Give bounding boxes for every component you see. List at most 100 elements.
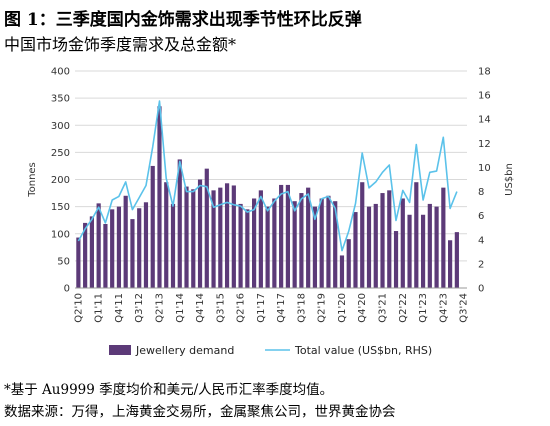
bar: [76, 237, 81, 288]
bar: [353, 212, 358, 288]
x-tick-label: Q3'18: [296, 293, 307, 323]
legend-swatch-bar: [109, 345, 131, 355]
left-tick-label: 300: [51, 121, 70, 132]
bar: [448, 240, 453, 288]
line-series-total-value: [77, 100, 458, 252]
legend: Jewellery demand Total value (US$bn, RHS…: [109, 344, 432, 357]
left-tick-label: 0: [64, 284, 70, 295]
bar: [103, 223, 108, 288]
bar: [414, 182, 419, 288]
x-tick-label: Q4'23: [438, 293, 449, 323]
x-tick-label: Q4'11: [114, 293, 125, 323]
x-tick-label: Q3'24: [459, 293, 470, 323]
bar: [96, 203, 101, 288]
bar: [333, 201, 338, 288]
right-tick-label: 16: [478, 91, 491, 102]
bar: [164, 182, 169, 288]
right-axis-title: US$bn: [504, 163, 515, 196]
x-tick-label: Q4'20: [357, 293, 368, 323]
bar: [258, 190, 263, 288]
left-tick-label: 50: [57, 256, 70, 267]
legend-label-line: Total value (US$bn, RHS): [294, 344, 432, 357]
bar: [306, 187, 311, 288]
chart-area: 0 50 100 150 200 250 300 350 400 0 2 4 6 8 10 12 14 16 18…: [27, 67, 515, 358]
bar: [197, 179, 203, 288]
bar: [143, 202, 149, 288]
bar: [326, 195, 331, 288]
bar: [170, 203, 176, 288]
bar: [184, 186, 189, 288]
left-tick-label: 400: [51, 67, 70, 78]
bar: [110, 209, 115, 288]
bar: [238, 203, 243, 288]
bar: [265, 206, 270, 288]
right-tick-label: 12: [478, 139, 491, 150]
source-note: 数据来源：万得，上海黄金交易所，金属聚焦公司，世界黄金协会: [4, 404, 396, 420]
bar: [407, 214, 412, 288]
bar: [231, 185, 236, 288]
bar: [130, 219, 135, 288]
x-tick-label: Q2'19: [317, 293, 328, 323]
bar: [137, 208, 142, 288]
bar: [319, 198, 324, 288]
bar: [211, 190, 216, 288]
left-y-axis: 0 50 100 150 200 250 300 350 400: [51, 67, 70, 295]
bar: [360, 182, 365, 288]
x-tick-label: Q2'16: [236, 293, 247, 323]
left-tick-label: 150: [51, 202, 70, 213]
right-tick-label: 6: [478, 211, 484, 222]
bar: [312, 206, 318, 288]
right-tick-label: 4: [478, 235, 484, 246]
x-tick-label: Q1'23: [418, 293, 429, 323]
x-tick-label: Q2'10: [73, 293, 84, 323]
line-path: [77, 100, 458, 252]
bar: [89, 216, 94, 288]
bar: [123, 195, 128, 288]
right-tick-label: 2: [478, 259, 484, 270]
x-axis: Q2'10 Q1'11 Q4'11 Q3'12 Q2'13 Q1'14 Q4'14 Q3'15…: [73, 287, 470, 323]
x-tick-label: Q1'20: [337, 293, 348, 323]
bar: [218, 187, 223, 288]
bar: [434, 206, 439, 288]
x-tick-label: Q2'13: [154, 293, 165, 323]
bar: [441, 187, 446, 288]
bar: [427, 203, 432, 288]
x-tick-label: Q1'11: [94, 293, 105, 323]
bar: [373, 203, 378, 288]
bar: [245, 209, 250, 288]
legend-label-bar: Jewellery demand: [135, 344, 234, 357]
x-tick-label: Q3'12: [134, 293, 145, 323]
bar: [346, 239, 351, 288]
bar: [157, 106, 162, 288]
bar: [393, 231, 399, 288]
bar: [299, 193, 304, 288]
bar: [83, 222, 88, 288]
bar: [204, 168, 209, 288]
left-axis-title: Tonnes: [27, 162, 38, 198]
x-tick-label: Q4'17: [276, 293, 287, 323]
right-y-axis: 0 2 4 6 8 10 12 14 16 18: [478, 67, 491, 295]
bar: [279, 184, 284, 288]
bar: [150, 165, 155, 288]
right-tick-label: 14: [478, 115, 491, 126]
chart-subtitle: 中国市场金饰季度需求及总金额*: [4, 35, 237, 54]
bar: [387, 190, 392, 288]
left-tick-label: 100: [51, 229, 70, 240]
left-tick-label: 350: [51, 94, 70, 105]
chart-title: 图 1：三季度国内金饰需求出现季节性环比反弹: [4, 10, 362, 30]
bar: [420, 214, 426, 288]
bar: [252, 198, 257, 288]
bar: [116, 206, 122, 288]
bar: [177, 159, 182, 288]
right-tick-label: 0: [478, 284, 484, 295]
bar: [292, 201, 297, 288]
bar-series-jewellery-demand: [76, 106, 459, 288]
right-tick-label: 18: [478, 67, 491, 78]
bar: [224, 183, 230, 288]
x-tick-label: Q4'14: [195, 293, 206, 323]
footnote: *基于 Au9999 季度均价和美元/人民币汇率季度均值。: [4, 382, 334, 398]
bar: [366, 206, 372, 288]
bar: [191, 189, 196, 288]
x-tick-label: Q1'14: [175, 293, 186, 323]
left-tick-label: 250: [51, 148, 70, 159]
